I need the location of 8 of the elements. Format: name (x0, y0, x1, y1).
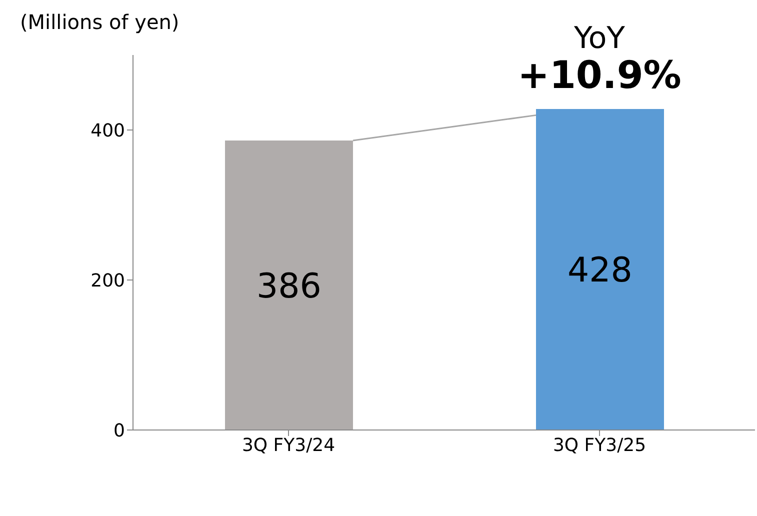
y-tick-label: 0 (114, 420, 125, 442)
x-tick-label: 3Q FY3/24 (242, 434, 336, 456)
data-label: 428 (568, 250, 632, 291)
data-label: 386 (256, 266, 322, 306)
y-axis-title: (Millions of yen) (20, 10, 180, 34)
y-tick-label: 400 (90, 120, 125, 142)
x-tick-label: 3Q FY3/25 (552, 434, 646, 456)
y-tick-label: 200 (90, 270, 125, 292)
